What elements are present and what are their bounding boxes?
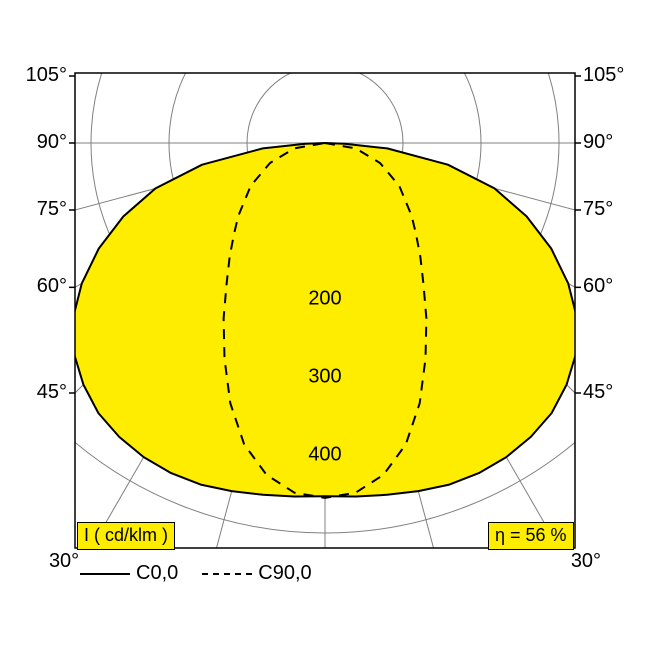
legend-label-c0: C0,0: [136, 562, 178, 585]
polar-chart: I ( cd/klm ) η = 56 % C0,0 C90,0 30° 30° 4…: [0, 0, 650, 650]
radial-tick-label: 400: [308, 444, 341, 467]
angle-tick-label: 45°: [583, 381, 613, 404]
legend: C0,0 C90,0: [80, 562, 312, 585]
eta-label-box: η = 56 %: [488, 522, 574, 550]
legend-swatch-solid: [80, 573, 130, 575]
angle-tick-label: 30°: [571, 550, 601, 573]
angle-tick-label: 75°: [583, 198, 613, 221]
angle-tick-label: 30°: [49, 550, 79, 573]
angle-tick-label: 75°: [37, 198, 67, 221]
legend-label-c90: C90,0: [258, 562, 311, 585]
angle-tick-label: 90°: [37, 131, 67, 154]
angle-tick-label: 60°: [583, 275, 613, 298]
chart-svg: [0, 0, 650, 650]
angle-tick-label: 45°: [37, 381, 67, 404]
angle-tick-label: 105°: [583, 64, 624, 87]
angle-tick-label: 90°: [583, 131, 613, 154]
radial-tick-label: 200: [308, 288, 341, 311]
legend-swatch-dashed: [202, 573, 252, 575]
unit-label-box: I ( cd/klm ): [77, 522, 175, 550]
angle-tick-label: 60°: [37, 275, 67, 298]
radial-tick-label: 300: [308, 366, 341, 389]
angle-tick-label: 105°: [26, 64, 67, 87]
